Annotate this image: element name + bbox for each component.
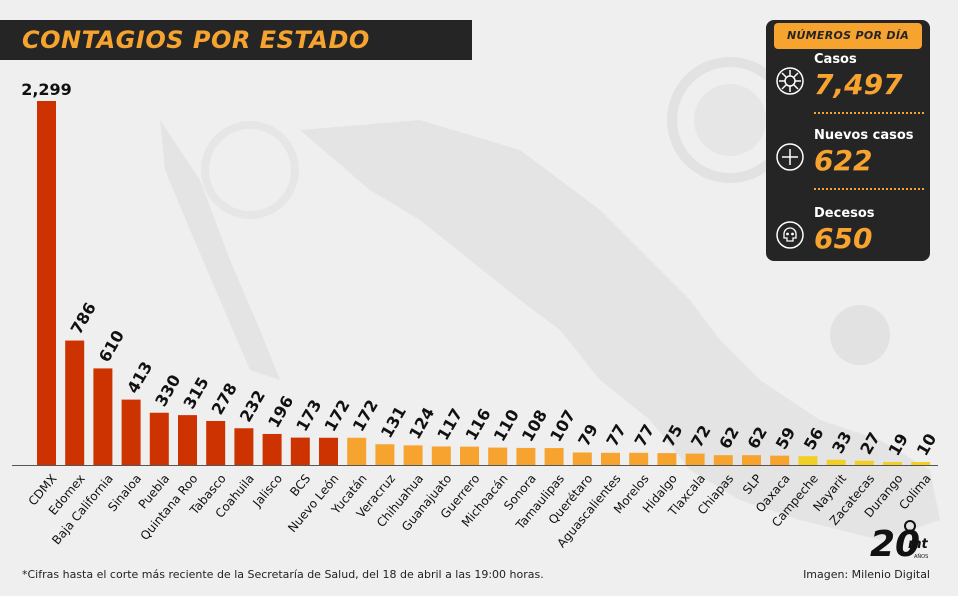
bar (572, 452, 592, 465)
bar (149, 412, 169, 465)
bar-value-label: 33 (828, 428, 856, 457)
bar-value-label: 10 (913, 430, 941, 459)
bar (431, 446, 451, 465)
bar (685, 453, 705, 465)
bar-value-label: 27 (856, 429, 884, 458)
bar-value-label: 62 (744, 423, 772, 452)
bar-value-label: 117 (433, 405, 466, 443)
stat-value: 7,497 (814, 68, 903, 101)
virus-icon (776, 67, 804, 95)
bar-value-label: 59 (772, 424, 800, 453)
bar (742, 455, 761, 465)
bar (826, 459, 846, 465)
skull-icon (776, 221, 804, 249)
bar (516, 447, 536, 465)
bar (798, 456, 818, 465)
chart-title: CONTAGIOS POR ESTADO (0, 20, 472, 60)
bar-value-label: 173 (292, 396, 325, 434)
panel-header: NÚMEROS POR DÍA (774, 23, 922, 49)
bar-value-label: 413 (123, 358, 156, 396)
bar-value-label: 77 (631, 421, 659, 450)
stat-casos: Casos 7,497 (766, 50, 930, 120)
bar (206, 420, 226, 465)
category-label: BCS (287, 472, 313, 499)
bar (319, 437, 338, 465)
bar (911, 462, 931, 465)
bar-value-label: 610 (95, 327, 128, 365)
stat-label: Nuevos casos (814, 128, 914, 143)
bar-value-label: 116 (462, 405, 495, 443)
bar (770, 455, 790, 465)
bar (262, 433, 282, 465)
bar (713, 455, 733, 465)
bar (601, 452, 620, 465)
bar-value-label: 786 (67, 299, 100, 337)
stat-value: 622 (814, 144, 873, 177)
bar (37, 101, 56, 465)
footnote: *Cifras hasta el corte más reciente de l… (22, 568, 544, 581)
bar-value-label: 62 (715, 423, 743, 452)
bar-value-label: 278 (208, 380, 241, 418)
stat-value: 650 (814, 222, 873, 255)
bar-value-label: 172 (321, 396, 354, 434)
bar-value-label: 72 (687, 422, 715, 451)
bar (854, 460, 874, 465)
divider (814, 188, 924, 190)
bar (403, 445, 423, 465)
stat-decesos: Decesos 650 (766, 204, 930, 274)
bar-value-label: 330 (151, 371, 184, 409)
bar-value-label: 75 (659, 421, 687, 450)
plus-circle-icon (776, 143, 804, 171)
svg-text:mt: mt (908, 537, 929, 552)
stat-nuevos-casos: Nuevos casos 622 (766, 126, 930, 196)
bar-value-label: 56 (800, 424, 828, 453)
bar-value-label: 2,299 (21, 80, 72, 99)
bar (93, 368, 113, 465)
bar (347, 437, 367, 465)
bar-value-label: 131 (377, 403, 410, 441)
bar (460, 446, 479, 465)
bar-value-label: 315 (180, 374, 213, 412)
bar (65, 340, 85, 465)
bar (178, 415, 197, 465)
bar (121, 399, 141, 465)
bar (657, 453, 677, 465)
category-label: SLP (740, 472, 765, 498)
category-label: Jalisco (249, 472, 285, 511)
bar (375, 444, 395, 465)
daily-numbers-panel: NÚMEROS POR DÍA Casos 7,497 Nuevos casos… (766, 20, 930, 261)
stat-label: Decesos (814, 206, 875, 221)
bar-value-label: 124 (405, 404, 438, 442)
bar-value-label: 79 (574, 421, 602, 450)
bar (544, 448, 564, 465)
bar-value-label: 19 (885, 430, 913, 459)
svg-text:AÑOS: AÑOS (914, 553, 928, 560)
bar-value-label: 77 (603, 421, 631, 450)
divider (814, 112, 924, 114)
bar-value-label: 172 (349, 396, 382, 434)
bar (290, 437, 310, 465)
image-credit: Imagen: Milenio Digital (803, 568, 930, 581)
bar (488, 447, 508, 465)
bar-value-label: 110 (490, 406, 523, 444)
bar (629, 452, 649, 465)
stat-label: Casos (814, 52, 857, 67)
bar (883, 461, 902, 465)
bar (234, 428, 254, 465)
bar-value-label: 108 (518, 406, 551, 444)
milenio-20-logo: 20 mt AÑOS (870, 520, 929, 562)
